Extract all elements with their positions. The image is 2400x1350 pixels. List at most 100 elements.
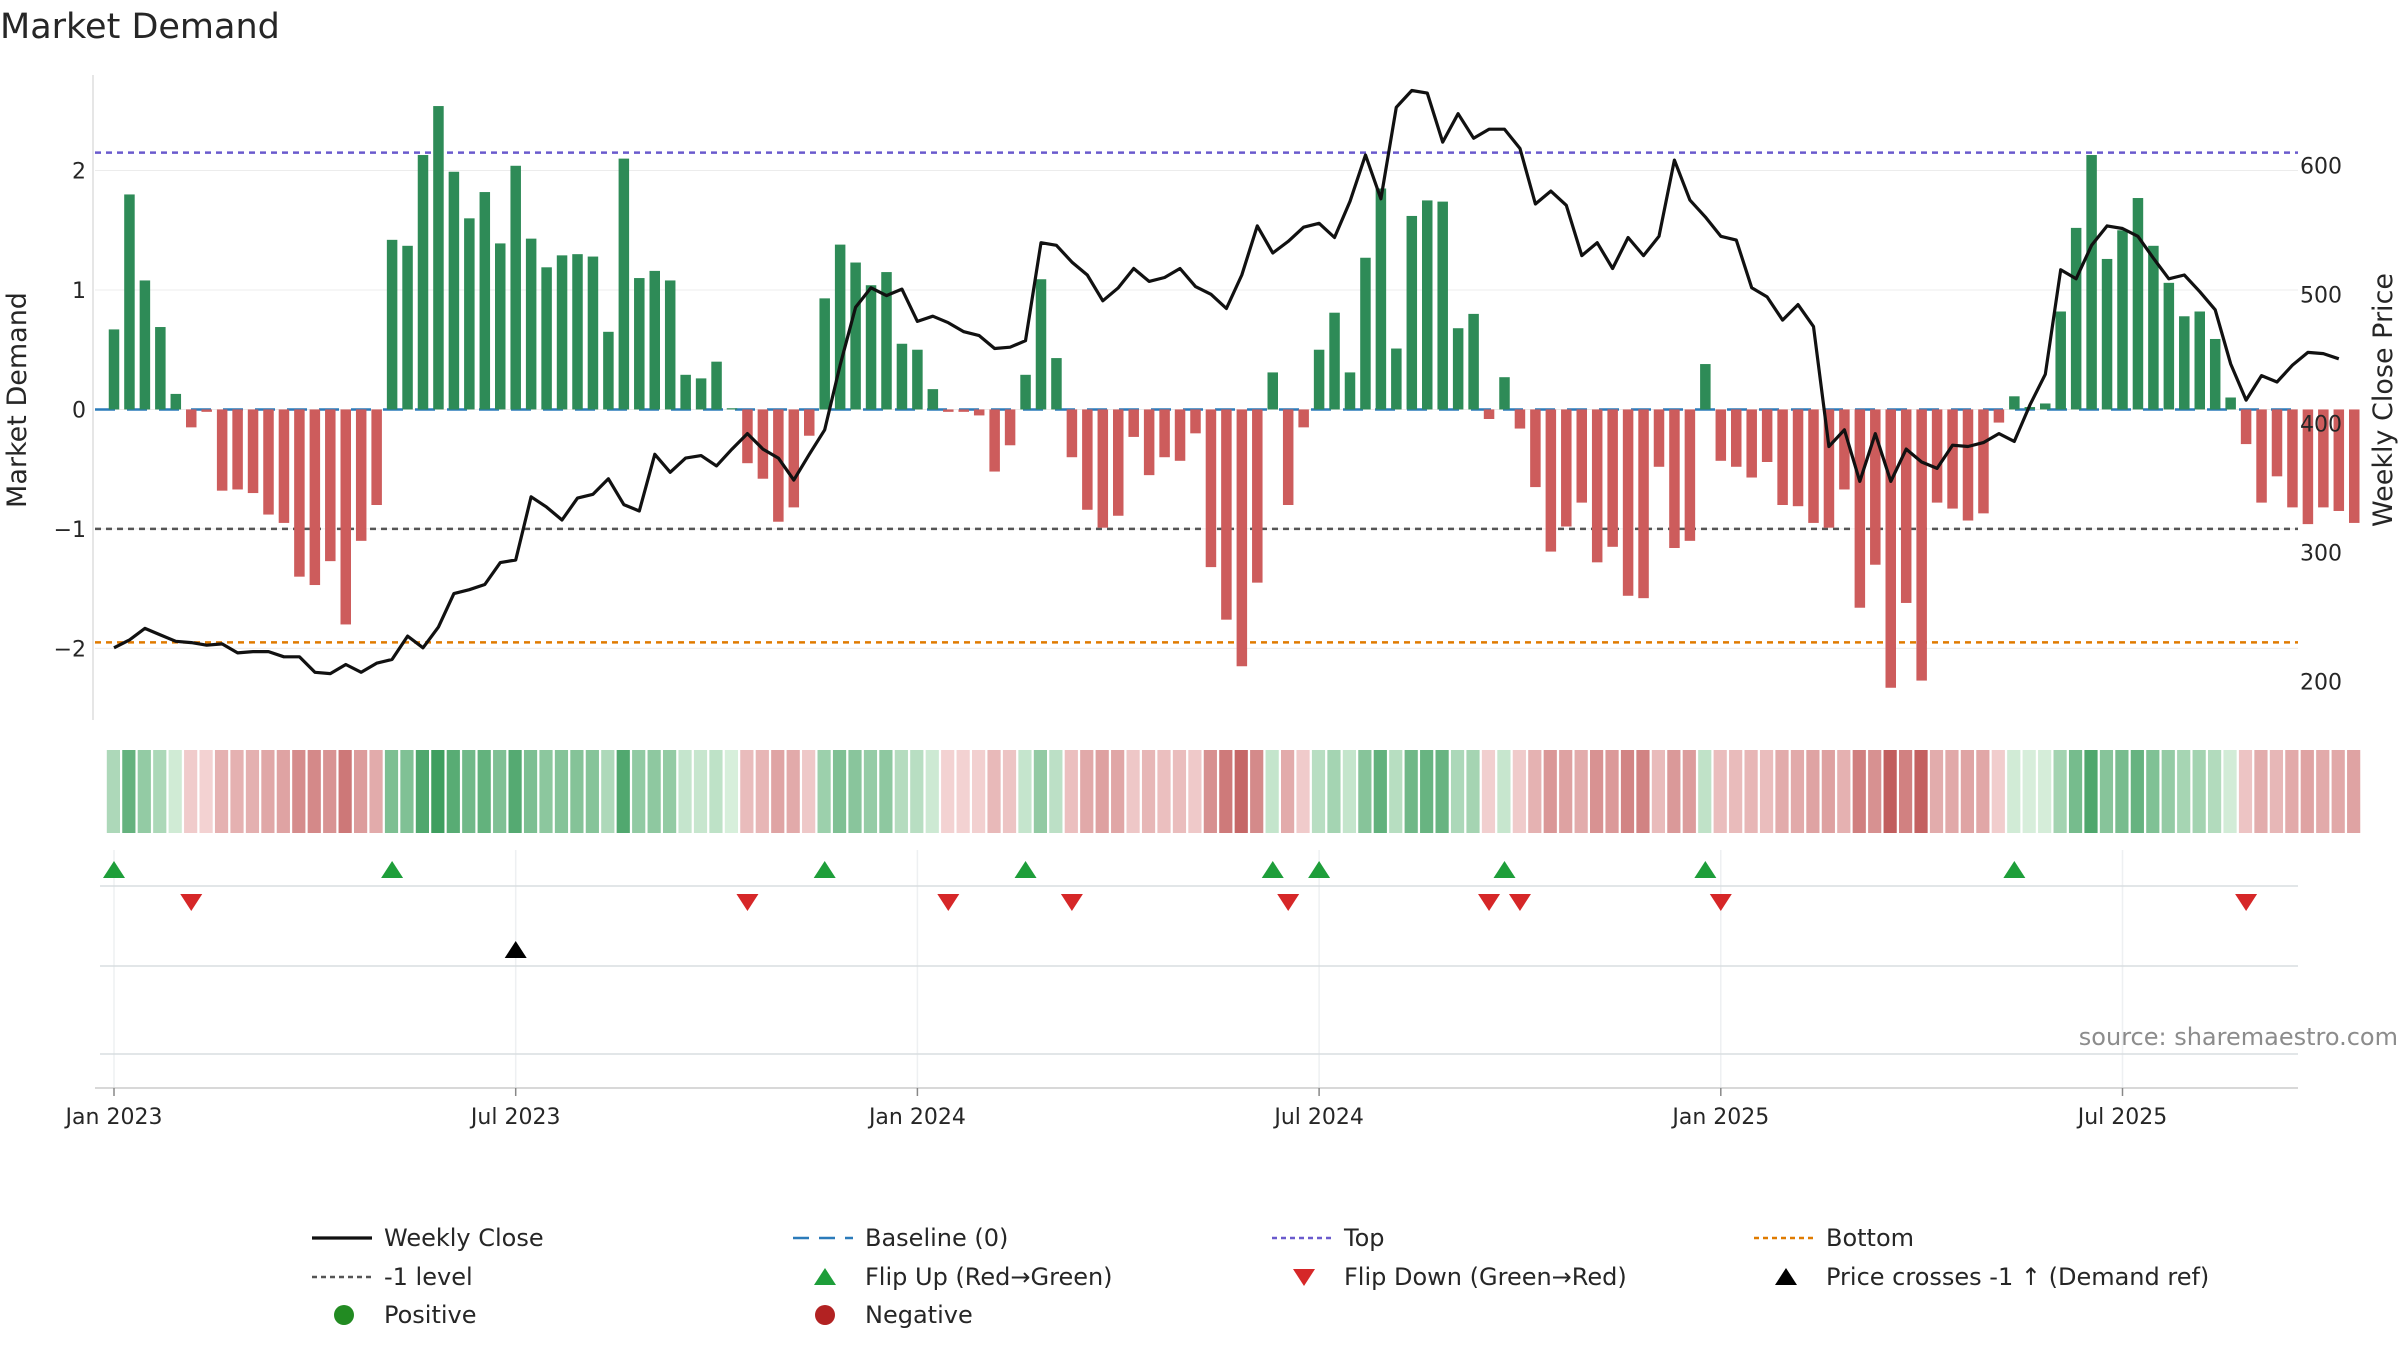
demand-bar: [278, 409, 290, 523]
demand-bar: [2225, 397, 2236, 410]
heat-cell: [1250, 750, 1264, 833]
demand-bar: [788, 409, 800, 508]
heat-cell: [1821, 750, 1835, 833]
demand-bar: [1746, 409, 1757, 478]
demand-bar: [464, 218, 475, 410]
heat-cell: [2331, 750, 2345, 833]
demand-bar: [742, 409, 753, 464]
demand-heatmap-strip: [106, 750, 2361, 833]
heat-cell: [1420, 750, 1434, 833]
flip-down-marker: [2235, 894, 2258, 911]
heat-cell: [230, 750, 244, 833]
legend-label: Price crosses -1 ↑ (Demand ref): [1826, 1263, 2209, 1291]
heat-cell: [168, 750, 182, 833]
y-left-tick-label: −1: [54, 518, 86, 543]
demand-bar: [1576, 409, 1587, 503]
demand-bar: [1607, 409, 1618, 547]
demand-bar: [2209, 338, 2221, 410]
demand-bar: [263, 409, 274, 515]
heat-cell: [2208, 750, 2222, 833]
heat-cell: [2115, 750, 2129, 833]
heat-cell: [1311, 750, 1326, 833]
heat-cell: [1172, 750, 1187, 833]
demand-bar: [1082, 409, 1093, 510]
demand-bar: [649, 270, 660, 410]
chart-title: Market Demand: [0, 7, 280, 47]
flip-up-marker: [1261, 861, 1284, 878]
price-cross-marker: [504, 941, 527, 958]
heat-cell: [632, 750, 646, 833]
heat-cell: [1559, 750, 1573, 833]
heat-cell: [1095, 750, 1109, 833]
demand-bar: [1761, 409, 1773, 462]
heat-cell: [1404, 750, 1418, 833]
legend-flip-up-icon: [814, 1268, 836, 1285]
demand-bar: [834, 244, 846, 410]
demand-bar: [1808, 409, 1819, 523]
demand-bar: [1669, 409, 1680, 548]
heat-cell: [616, 750, 630, 833]
heat-cell: [2254, 750, 2268, 833]
heat-cell: [1157, 750, 1171, 833]
heat-cell: [1775, 750, 1789, 833]
flip-up-marker: [1694, 861, 1717, 878]
source-note: source: sharemaestro.com: [2079, 1023, 2398, 1051]
heat-cell: [1914, 750, 1928, 833]
demand-bar: [2318, 409, 2329, 508]
legend-item: Flip Up (Red→Green): [814, 1263, 1113, 1291]
demand-bar: [1715, 409, 1727, 461]
heat-cell: [585, 750, 599, 833]
demand-bar: [1313, 349, 1325, 410]
demand-bar: [1561, 409, 1572, 527]
heat-cell: [554, 750, 569, 833]
demand-bar: [1406, 215, 1418, 410]
legend-flip-down-icon: [1293, 1269, 1315, 1286]
y-right-tick-label: 600: [2300, 154, 2342, 179]
demand-bar: [618, 158, 630, 410]
heat-cell: [199, 750, 213, 833]
heat-cell: [493, 750, 507, 833]
heat-cell: [245, 750, 260, 833]
legend-label: Positive: [384, 1301, 477, 1329]
demand-bar: [1777, 409, 1788, 505]
heat-cell: [1450, 750, 1465, 833]
demand-bar: [1591, 409, 1603, 563]
heat-cell: [972, 750, 986, 833]
heat-cell: [2269, 750, 2283, 833]
heat-cell: [2038, 750, 2052, 833]
heat-cell: [122, 750, 136, 833]
heat-cell: [2192, 750, 2206, 833]
heat-cell: [323, 750, 337, 833]
demand-bar: [1236, 409, 1248, 667]
heat-cell: [863, 750, 878, 833]
heat-cell: [601, 750, 615, 833]
demand-bar: [232, 409, 243, 490]
demand-bar: [1653, 409, 1665, 467]
heat-cell: [477, 750, 491, 833]
demand-bar: [634, 278, 645, 410]
flip-up-marker: [1308, 861, 1331, 878]
demand-bar: [1020, 374, 1031, 410]
heat-cell: [1126, 750, 1140, 833]
heat-cell: [338, 750, 352, 833]
event-marker-rows: [100, 861, 2298, 1055]
heat-cell: [925, 750, 939, 833]
y-left-tick-label: 2: [72, 160, 86, 185]
legend-item: Weekly Close: [312, 1224, 544, 1252]
heat-cell: [1852, 750, 1866, 833]
y-right-tick-label: 200: [2300, 670, 2342, 695]
heat-cell: [693, 750, 708, 833]
flip-down-marker: [180, 894, 203, 911]
demand-bar: [1113, 409, 1124, 516]
demand-bar: [927, 389, 939, 410]
legend-negative-dot: [815, 1305, 835, 1325]
demand-bar: [2302, 409, 2314, 525]
heat-cell: [1976, 750, 1990, 833]
demand-bar: [2117, 230, 2128, 410]
heat-cell: [755, 750, 769, 833]
heat-cell: [1759, 750, 1774, 833]
demand-bar: [340, 409, 351, 625]
demand-bar: [587, 256, 599, 410]
demand-bar: [1854, 409, 1866, 608]
demand-bar: [216, 409, 228, 491]
